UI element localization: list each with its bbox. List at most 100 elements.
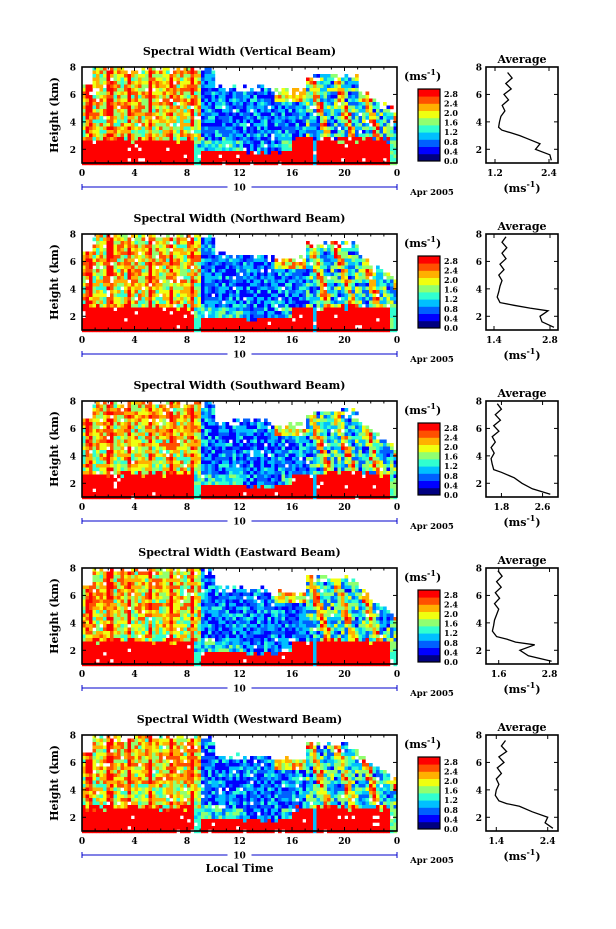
heatmap-cell — [82, 321, 86, 326]
heatmap-cell — [141, 151, 146, 155]
heatmap-cell — [127, 481, 132, 486]
heatmap-cell — [253, 258, 258, 263]
heatmap-cell — [194, 276, 198, 280]
heatmap-cell — [253, 293, 258, 298]
heatmap-cell — [169, 137, 174, 141]
heatmap-cell — [236, 105, 240, 110]
heatmap-cell — [271, 262, 275, 266]
heatmap-cell — [267, 290, 272, 294]
heatmap-cell — [225, 314, 230, 319]
heatmap-cell — [145, 443, 149, 447]
heatmap-cell — [348, 95, 352, 99]
heatmap-cell — [113, 321, 118, 326]
heatmap-cell — [152, 248, 156, 252]
heatmap-cell — [348, 140, 352, 145]
heatmap-cell — [89, 130, 93, 134]
heatmap-cell — [96, 321, 100, 326]
heatmap-cell — [103, 95, 107, 99]
heatmap-cell — [211, 147, 216, 152]
heatmap-cell — [131, 144, 135, 148]
heatmap-cell — [141, 415, 146, 419]
heatmap-cell — [117, 439, 121, 444]
heatmap-cell — [183, 84, 188, 89]
heatmap-cell — [145, 492, 149, 496]
heatmap-cell — [344, 307, 349, 312]
heatmap-cell — [159, 283, 163, 287]
heatmap-cell — [257, 255, 261, 259]
heatmap-cell — [82, 290, 86, 294]
heatmap-cell — [145, 126, 149, 131]
heatmap-cell — [152, 418, 156, 423]
heatmap-cell — [302, 314, 307, 319]
heatmap-cell — [96, 478, 100, 482]
heatmap-cell — [141, 91, 146, 96]
heatmap-cell — [239, 297, 244, 301]
heatmap-cell — [222, 147, 226, 152]
heatmap-cell — [124, 234, 128, 238]
heatmap-cell — [131, 436, 135, 440]
heatmap-cell — [362, 119, 366, 124]
heatmap-cell — [169, 307, 174, 312]
heatmap-cell — [358, 269, 363, 273]
heatmap-cell — [106, 492, 111, 496]
heatmap-cell — [246, 283, 251, 287]
heatmap-cell — [323, 91, 328, 96]
heatmap-cell — [281, 269, 286, 273]
heatmap-cell — [127, 488, 132, 493]
heatmap-cell — [236, 258, 240, 263]
heatmap-cell — [243, 140, 247, 145]
heatmap-cell — [285, 304, 289, 308]
heatmap-cell — [351, 244, 356, 249]
heatmap-cell — [166, 314, 170, 319]
heatmap-cell — [330, 151, 335, 155]
y-tick-label: 8 — [70, 64, 76, 74]
heatmap-cell — [131, 286, 135, 291]
heatmap-cell — [253, 123, 258, 127]
heatmap-cell — [183, 300, 188, 305]
heatmap-cell — [267, 262, 272, 266]
heatmap-cell — [355, 255, 359, 259]
heatmap-cell — [355, 321, 359, 326]
heatmap-cell — [82, 269, 86, 273]
heatmap-cell — [180, 304, 184, 308]
heatmap-cell — [348, 130, 352, 134]
heatmap-cell — [159, 237, 163, 242]
heatmap-cell — [390, 307, 394, 312]
heatmap-cell — [134, 401, 139, 405]
heatmap-cell — [362, 105, 366, 110]
heatmap-cell — [246, 112, 251, 117]
heatmap-cell — [99, 137, 104, 141]
heatmap-cell — [211, 105, 216, 110]
heatmap-cell — [92, 248, 97, 252]
heatmap-cell — [103, 325, 107, 329]
heatmap-cell — [292, 123, 296, 127]
heatmap-cell — [127, 109, 132, 113]
heatmap-cell — [369, 137, 373, 141]
heatmap-cell — [250, 140, 254, 145]
heatmap-cell — [131, 255, 135, 259]
heatmap-cell — [358, 272, 363, 277]
heatmap-cell — [110, 123, 114, 127]
heatmap-cell — [239, 147, 244, 152]
heatmap-cell — [330, 95, 335, 99]
heatmap-cell — [306, 307, 310, 312]
heatmap-cell — [89, 321, 93, 326]
heatmap-cell — [211, 77, 216, 82]
heatmap-cell — [299, 109, 303, 113]
heatmap-cell — [127, 408, 132, 412]
heatmap-cell — [138, 450, 142, 454]
heatmap-cell — [309, 109, 314, 113]
heatmap-cell — [383, 119, 387, 124]
heatmap-cell — [250, 102, 254, 106]
heatmap-cell — [162, 123, 167, 127]
heatmap-cell — [313, 314, 317, 319]
heatmap-cell — [271, 105, 275, 110]
heatmap-cell — [120, 290, 125, 294]
heatmap-cell — [215, 137, 219, 141]
heatmap-cell — [376, 147, 380, 152]
heatmap-cell — [267, 151, 272, 155]
heatmap-cell — [127, 123, 132, 127]
heatmap-cell — [337, 318, 342, 322]
heatmap-cell — [131, 307, 135, 312]
heatmap-cell — [106, 297, 111, 301]
